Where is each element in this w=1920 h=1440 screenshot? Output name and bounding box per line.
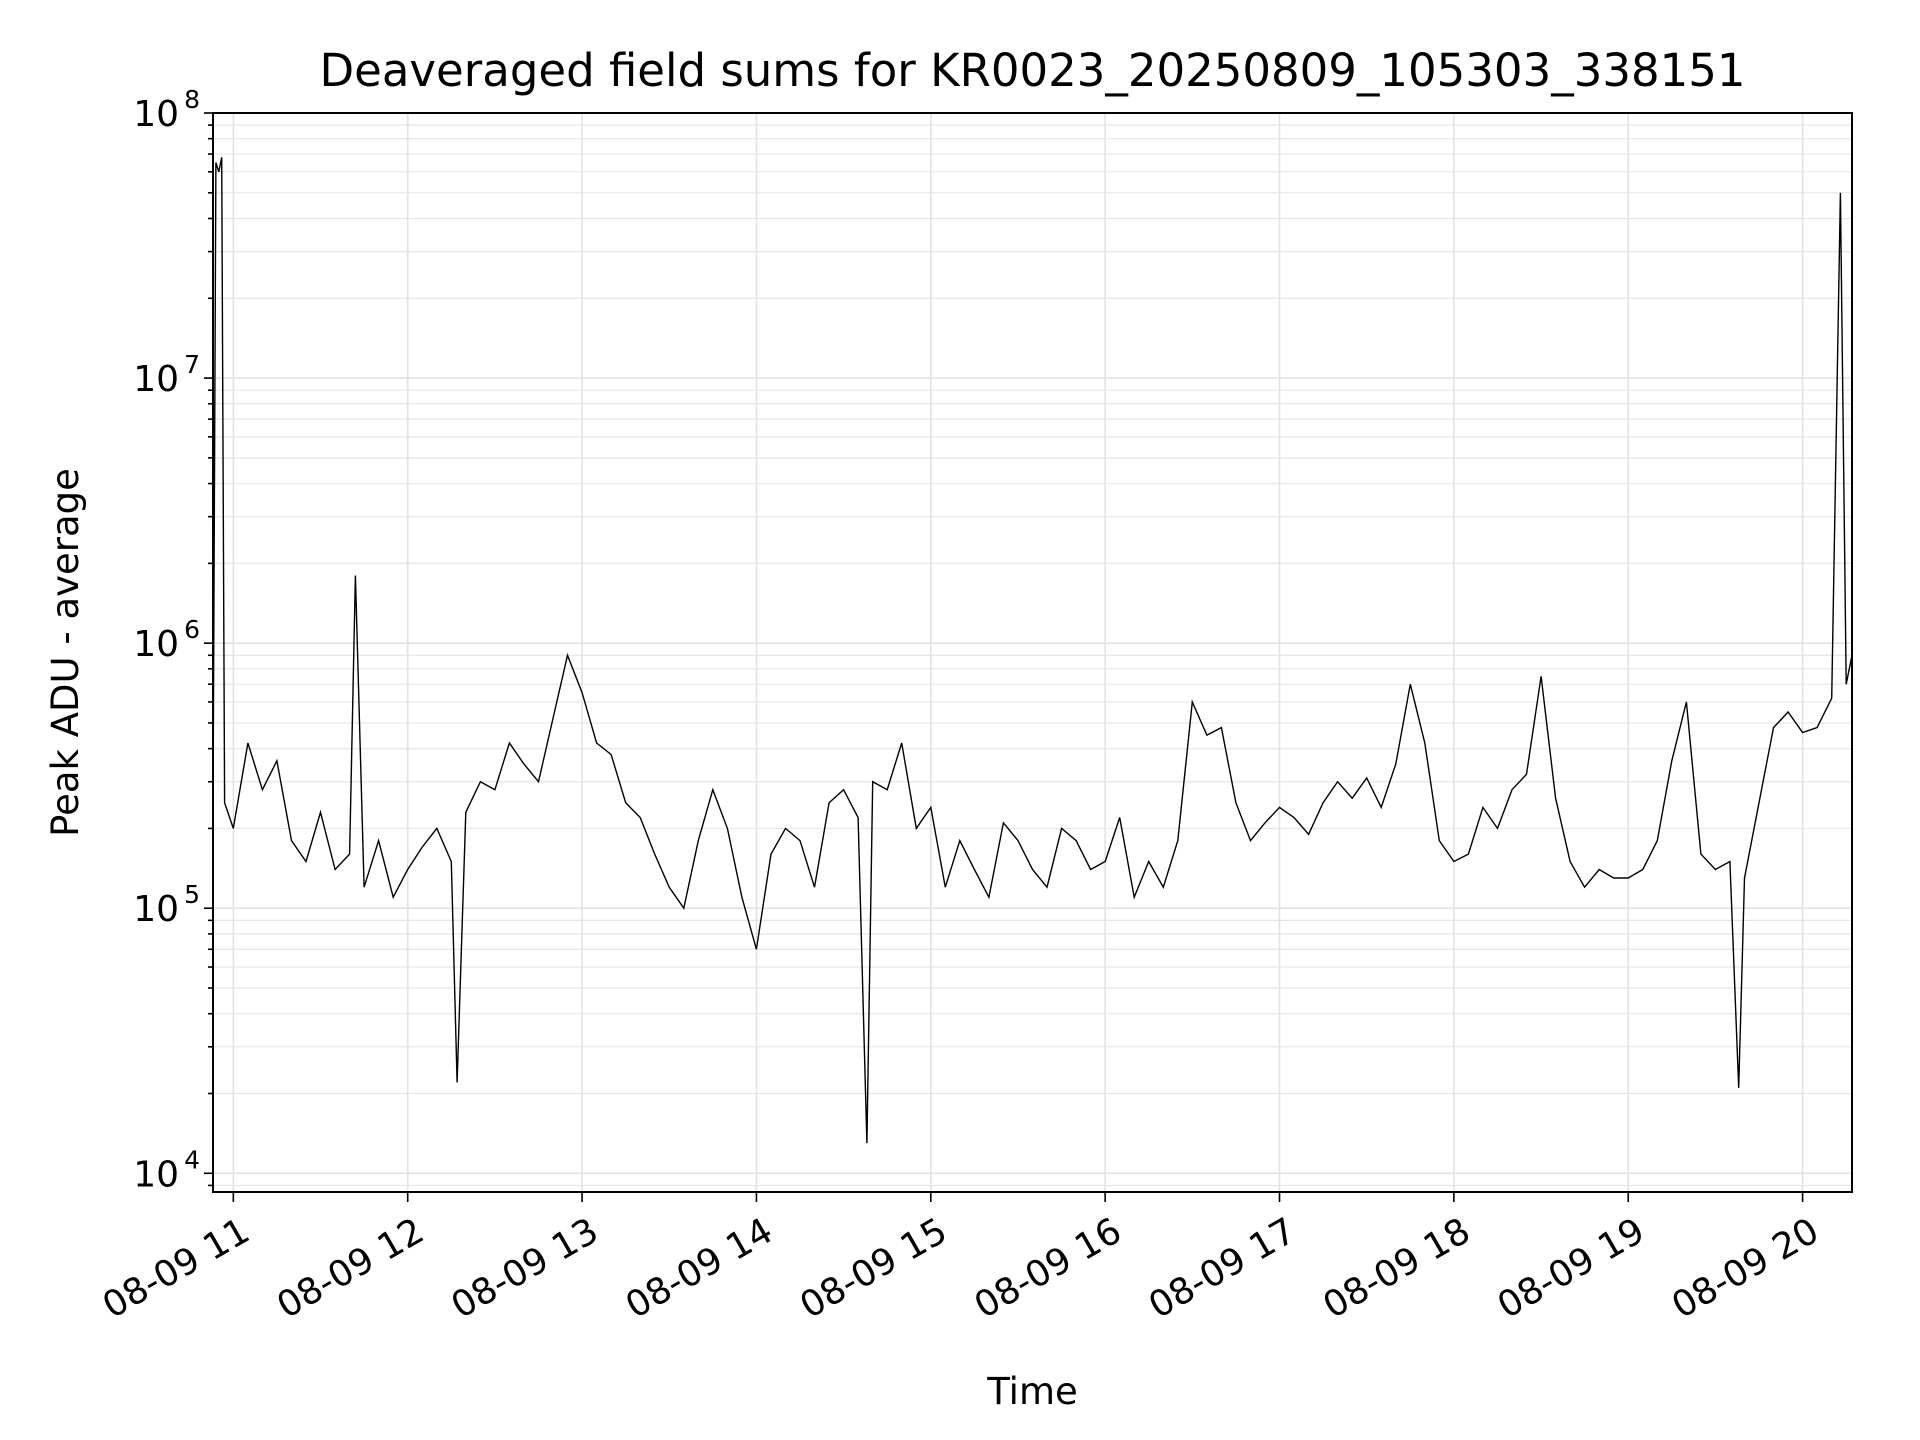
plot-frame [212,112,1853,1193]
y-tick-label: 10 [133,889,179,930]
y-tick-label: 10 [133,94,179,135]
chart-title: Deaveraged field sums for KR0023_2025080… [320,44,1746,97]
y-tick-label: 10 [133,1154,179,1195]
y-tick-exponent: 7 [184,350,200,379]
grid-lines [213,112,1852,1192]
y-tick-exponent: 6 [184,615,200,644]
y-tick-label: 10 [133,359,179,400]
y-tick-exponent: 4 [184,1145,200,1174]
series-line [212,157,1853,1144]
x-axis-label: Time [986,1370,1078,1413]
y-axis-label: Peak ADU - average [44,468,87,837]
y-tick-exponent: 8 [184,85,200,114]
y-tick-label: 10 [133,624,179,665]
plot-area [212,157,1853,1144]
y-tick-exponent: 5 [184,880,200,909]
